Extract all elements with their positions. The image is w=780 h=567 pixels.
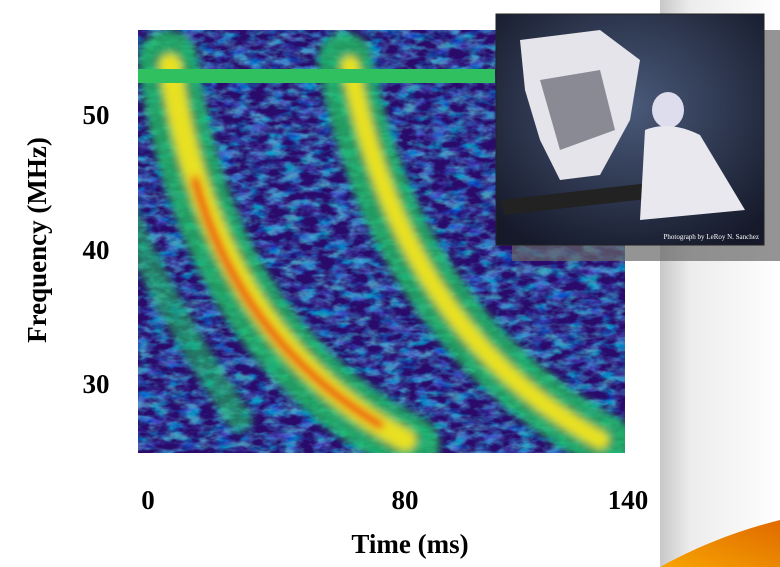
x-axis-label: Time (ms) — [351, 529, 468, 559]
y-axis-label: Frequency (MHz) — [22, 137, 52, 343]
photo-credit: Photograph by LeRoy N. Sanchez — [664, 233, 759, 241]
y-tick-label: 50 — [83, 100, 110, 130]
x-tick-label: 0 — [141, 485, 155, 515]
x-tick-label: 140 — [608, 485, 649, 515]
x-tick-label: 80 — [392, 485, 419, 515]
y-tick-label: 30 — [83, 369, 110, 399]
photo: Photograph by LeRoy N. Sanchez — [495, 13, 780, 261]
y-tick-label: 40 — [83, 235, 110, 265]
orange-swoosh — [660, 520, 780, 567]
carrier-line — [138, 69, 495, 83]
